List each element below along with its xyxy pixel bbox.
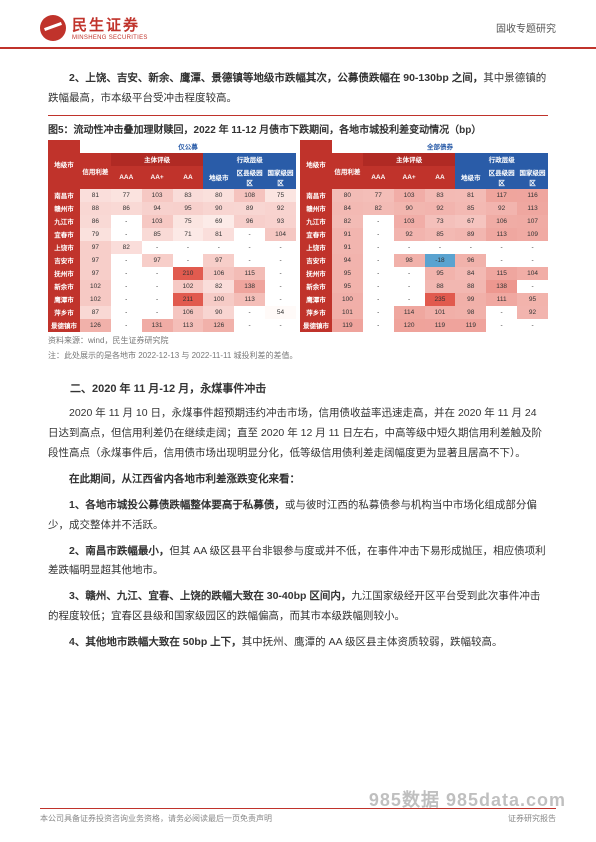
logo-icon: [40, 15, 66, 41]
tables-wrap: 地级市 仅公募 信用利差 主体评级 行政层级 AAA AA+ AA 地级市 区县…: [48, 140, 548, 332]
logo-text-cn: 民生证券: [72, 14, 148, 35]
para-5: 3、赣州、九江、宜春、上饶的跌幅大致在 30-40bp 区间内，九江国家级经开区…: [48, 587, 548, 627]
para-4: 2、南昌市跌幅最小，但其 AA 级区县平台非银参与度或并不低，在事件冲击下易形成…: [48, 542, 548, 582]
page-header: 民生证券 MINSHENG SECURITIES 固收专题研究: [0, 0, 596, 49]
footer: 本公司具备证券投资咨询业务资格，请务必阅读最后一页免责声明 证券研究报告: [40, 808, 556, 824]
para-6: 4、其他地市跌幅大致在 50bp 上下，其中抚州、鹰潭的 AA 级区县主体资质较…: [48, 633, 548, 653]
para-3: 1、各地市城投公募债跌幅整体要高于私募债，或与彼时江西的私募债参与机构当中市场化…: [48, 496, 548, 536]
content: 2、上饶、吉安、新余、鹰潭、景德镇等地级市跌幅其次，公募债跌幅在 90-130b…: [0, 49, 596, 653]
footer-left: 本公司具备证券投资咨询业务资格，请务必阅读最后一页免责声明: [40, 813, 272, 824]
intro-bold: 2、上饶、吉安、新余、鹰潭、景德镇等地级市跌幅其次，公募债跌幅在 90-130b…: [69, 72, 483, 84]
footer-right: 证券研究报告: [508, 813, 556, 824]
intro-para: 2、上饶、吉安、新余、鹰潭、景德镇等地级市跌幅其次，公募债跌幅在 90-130b…: [48, 69, 548, 109]
para-1: 2020 年 11 月 10 日，永煤事件超预期违约冲击市场，信用债收益率迅速走…: [48, 404, 548, 464]
table-left: 地级市 仅公募 信用利差 主体评级 行政层级 AAA AA+ AA 地级市 区县…: [48, 140, 296, 332]
figure-caption: 图5：流动性冲击叠加理财赎回，2022 年 11-12 月债市下跌期间，各地市城…: [48, 115, 548, 140]
source-note-2: 注：此处展示的是各地市 2022-12-13 与 2022-11-11 城投利差…: [48, 350, 548, 362]
source-note-1: 资料来源：wind，民生证券研究院: [48, 335, 548, 347]
table-right: 地级市 全部债券 信用利差 主体评级 行政层级 AAA AA+ AA 地级市 区…: [300, 140, 548, 332]
logo: 民生证券 MINSHENG SECURITIES: [40, 14, 148, 41]
para-2: 在此期间，从江西省内各地市利差涨跌变化来看：: [48, 470, 548, 490]
logo-text-en: MINSHENG SECURITIES: [72, 35, 148, 41]
section-title: 二、2020 年 11 月-12 月，永煤事件冲击: [48, 380, 548, 396]
header-tag: 固收专题研究: [496, 20, 556, 35]
